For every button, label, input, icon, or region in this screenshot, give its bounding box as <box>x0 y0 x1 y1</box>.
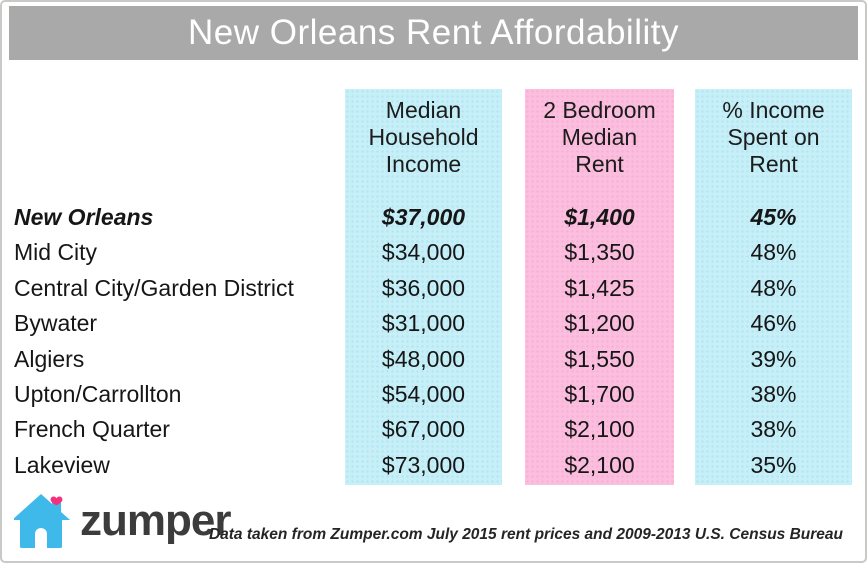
column-header-pct: % Income Spent on Rent <box>722 97 825 177</box>
row-income: $31,000 <box>381 310 466 337</box>
row-pct: 38% <box>750 380 797 407</box>
row-rent: $1,400 <box>564 204 635 230</box>
table-row: Algiers $48,000 $1,550 39% <box>2 342 865 377</box>
page-title: New Orleans Rent Affordability <box>188 13 679 52</box>
row-rent: $1,425 <box>564 274 635 301</box>
row-pct: 46% <box>750 310 797 337</box>
row-rent: $2,100 <box>564 416 635 443</box>
row-label: Algiers <box>14 345 85 372</box>
row-pct: 48% <box>750 239 797 266</box>
row-income: $48,000 <box>381 345 466 372</box>
column-header-rent: 2 Bedroom Median Rent <box>543 97 656 177</box>
table-body: New Orleans $37,000 $1,400 45% Mid City … <box>2 200 865 483</box>
table-row-new-orleans: New Orleans $37,000 $1,400 45% <box>2 200 865 235</box>
row-income: $34,000 <box>381 239 466 266</box>
row-label: Upton/Carrollton <box>14 380 182 407</box>
data-source-citation: Data taken from Zumper.com July 2015 ren… <box>208 526 843 543</box>
row-pct: 35% <box>750 451 797 478</box>
row-pct: 48% <box>750 274 797 301</box>
table-row: French Quarter $67,000 $2,100 38% <box>2 412 865 447</box>
row-label: French Quarter <box>14 416 170 443</box>
row-rent: $2,100 <box>564 451 635 478</box>
row-pct: 45% <box>750 204 797 230</box>
row-pct: 39% <box>750 345 797 372</box>
column-header-income: Median Household Income <box>368 97 479 177</box>
row-label: New Orleans <box>14 204 154 230</box>
table-row: Lakeview $73,000 $2,100 35% <box>2 448 865 483</box>
row-pct: 38% <box>750 416 797 443</box>
row-label: Bywater <box>14 310 98 337</box>
table-row: Mid City $34,000 $1,350 48% <box>2 235 865 270</box>
row-rent: $1,700 <box>564 380 635 407</box>
row-income: $36,000 <box>381 274 466 301</box>
row-rent: $1,200 <box>564 310 635 337</box>
row-income: $73,000 <box>381 451 466 478</box>
column-band-rent: 2 Bedroom Median Rent <box>525 89 674 485</box>
title-bar: New Orleans Rent Affordability <box>9 6 858 60</box>
row-income: $67,000 <box>381 416 466 443</box>
row-label: Central City/Garden District <box>14 274 294 301</box>
row-rent: $1,550 <box>564 345 635 372</box>
table-row: Bywater $31,000 $1,200 46% <box>2 306 865 341</box>
column-band-pct: % Income Spent on Rent <box>695 89 852 485</box>
house-heart-icon <box>12 490 72 552</box>
row-rent: $1,350 <box>564 239 635 266</box>
row-income: $37,000 <box>381 204 466 230</box>
zumper-logo: zumper <box>12 490 231 552</box>
row-income: $54,000 <box>381 380 466 407</box>
column-band-income: Median Household Income <box>345 89 502 485</box>
row-label: Lakeview <box>14 451 110 478</box>
logo-wordmark: zumper <box>80 496 231 545</box>
table-row: Central City/Garden District $36,000 $1,… <box>2 271 865 306</box>
table-row: Upton/Carrollton $54,000 $1,700 38% <box>2 377 865 412</box>
row-label: Mid City <box>14 239 98 266</box>
